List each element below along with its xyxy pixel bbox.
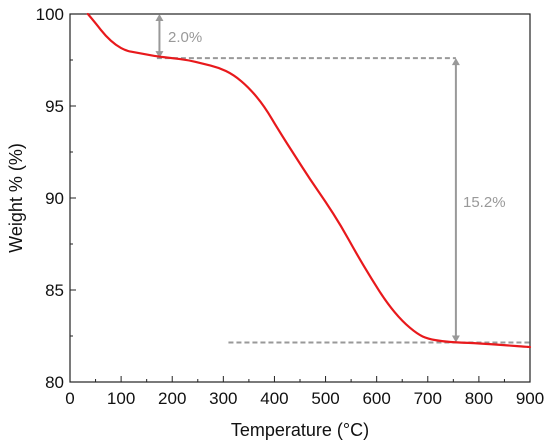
x-tick-label: 0 <box>65 389 74 408</box>
x-tick-label: 900 <box>516 389 544 408</box>
x-axis-title: Temperature (°C) <box>231 420 369 440</box>
annotation-2pct-label: 2.0% <box>168 29 202 46</box>
tick-labels: 0 100 200 300 400 500 600 700 800 900 80 85 90 95 100 <box>36 5 545 408</box>
arrow-2pct-head-bottom <box>155 51 164 59</box>
axis-ticks <box>69 13 531 383</box>
x-tick-label: 400 <box>260 389 288 408</box>
x-tick-label: 100 <box>107 389 135 408</box>
x-tick-label: 600 <box>362 389 390 408</box>
x-tick-label: 800 <box>465 389 493 408</box>
y-tick-label: 85 <box>45 281 64 300</box>
annotation-guides <box>155 14 530 344</box>
annotation-15pct-label: 15.2% <box>463 194 506 211</box>
y-tick-label: 80 <box>45 373 64 392</box>
plot-area <box>69 13 531 383</box>
y-axis-title: Weight % (%) <box>6 143 26 253</box>
data-series <box>86 12 532 349</box>
y-tick-label: 90 <box>45 189 64 208</box>
arrow-2pct-head-top <box>155 14 164 21</box>
x-tick-label: 200 <box>158 389 186 408</box>
plot-frame <box>69 13 531 383</box>
tga-curve <box>86 12 532 349</box>
y-tick-label: 100 <box>36 5 64 24</box>
x-tick-label: 500 <box>311 389 339 408</box>
y-tick-label: 95 <box>45 97 64 116</box>
arrow-15pct-head-bottom <box>451 335 460 343</box>
x-tick-label: 300 <box>209 389 237 408</box>
arrow-15pct-head-top <box>451 58 460 66</box>
x-tick-label: 700 <box>414 389 442 408</box>
